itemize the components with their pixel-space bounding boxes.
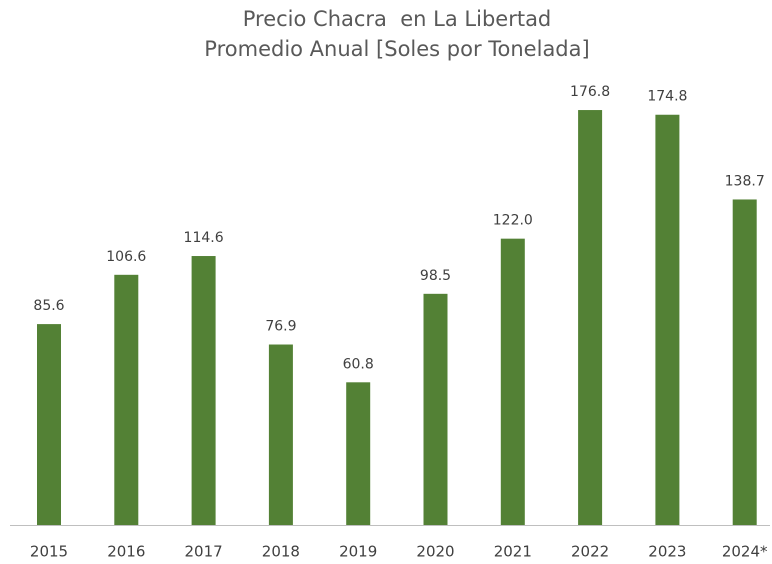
bar <box>655 114 680 526</box>
bar <box>114 274 139 525</box>
bar <box>191 256 216 525</box>
value-label: 176.8 <box>570 84 610 100</box>
x-tick-label: 2019 <box>339 543 377 561</box>
x-tick-label: 2016 <box>107 543 145 561</box>
value-label: 85.6 <box>33 298 64 314</box>
value-label: 114.6 <box>184 230 224 246</box>
value-label: 106.6 <box>106 249 146 265</box>
x-tick-label: 2020 <box>416 543 454 561</box>
value-label: 122.0 <box>493 213 533 229</box>
value-label: 138.7 <box>725 173 765 189</box>
x-tick-label: 2021 <box>494 543 532 561</box>
value-label: 76.9 <box>265 319 296 335</box>
value-label: 60.8 <box>343 356 374 372</box>
x-tick-label: 2015 <box>30 543 68 561</box>
chart-title: Precio Chacra en La Libertad <box>243 7 552 31</box>
bar <box>732 199 757 525</box>
bar <box>346 382 371 525</box>
chart-subtitle: Promedio Anual [Soles por Tonelada] <box>204 37 589 61</box>
value-label: 98.5 <box>420 268 451 284</box>
bar <box>37 324 61 525</box>
bar <box>423 293 448 525</box>
bar <box>578 110 603 525</box>
bar <box>268 344 293 525</box>
x-tick-label: 2017 <box>185 543 223 561</box>
x-tick-label: 2022 <box>571 543 609 561</box>
value-label: 174.8 <box>647 89 687 105</box>
bar <box>500 238 525 525</box>
x-tick-label: 2018 <box>262 543 300 561</box>
x-tick-label: 2024* <box>722 543 768 561</box>
x-tick-label: 2023 <box>648 543 686 561</box>
